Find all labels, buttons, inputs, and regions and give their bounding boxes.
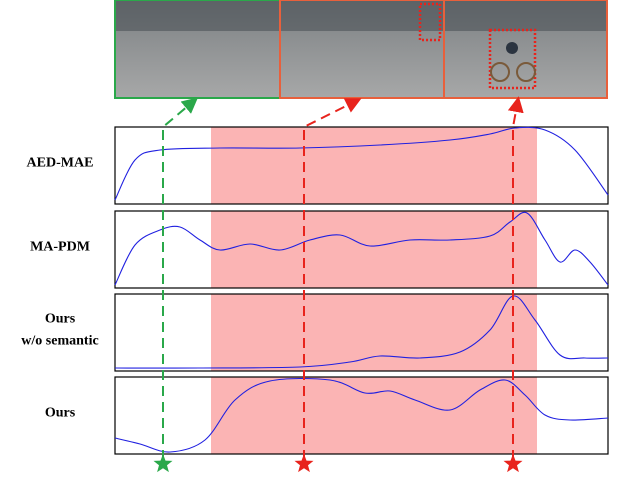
star	[503, 454, 523, 473]
building	[116, 1, 279, 31]
anomaly-box	[488, 28, 537, 90]
cyclist	[516, 62, 536, 82]
panel-label: w/o semantic	[21, 334, 98, 349]
panel-frame	[114, 126, 609, 205]
cyclist	[490, 62, 510, 82]
building	[281, 1, 443, 31]
panel-frame	[114, 376, 609, 455]
stars	[153, 454, 523, 473]
panel-frame	[114, 293, 609, 372]
anomaly-region	[211, 127, 537, 204]
anomaly-region	[211, 294, 537, 371]
panel-frame	[114, 210, 609, 289]
video-frames	[114, 0, 608, 99]
guide-line	[303, 98, 362, 460]
building	[445, 1, 606, 31]
score-curve	[114, 377, 609, 453]
anomaly-region	[211, 211, 537, 288]
panel-label: AED-MAE	[27, 156, 94, 171]
panel-label: MA-PDM	[30, 240, 90, 255]
guides	[162, 96, 524, 460]
score-curve	[114, 211, 609, 286]
anomaly-box	[418, 2, 442, 42]
panel-label: Ours	[45, 406, 76, 421]
anomaly-region	[211, 377, 537, 454]
cyclist	[506, 42, 518, 54]
score-panels: AED-MAE MA-PDM Ours w/o semantic Ours	[21, 126, 609, 455]
star	[153, 454, 173, 473]
panel-label: Ours	[45, 312, 76, 327]
score-curve	[114, 295, 609, 369]
star	[294, 454, 314, 473]
guide-line	[162, 97, 199, 460]
score-curve	[114, 126, 609, 201]
